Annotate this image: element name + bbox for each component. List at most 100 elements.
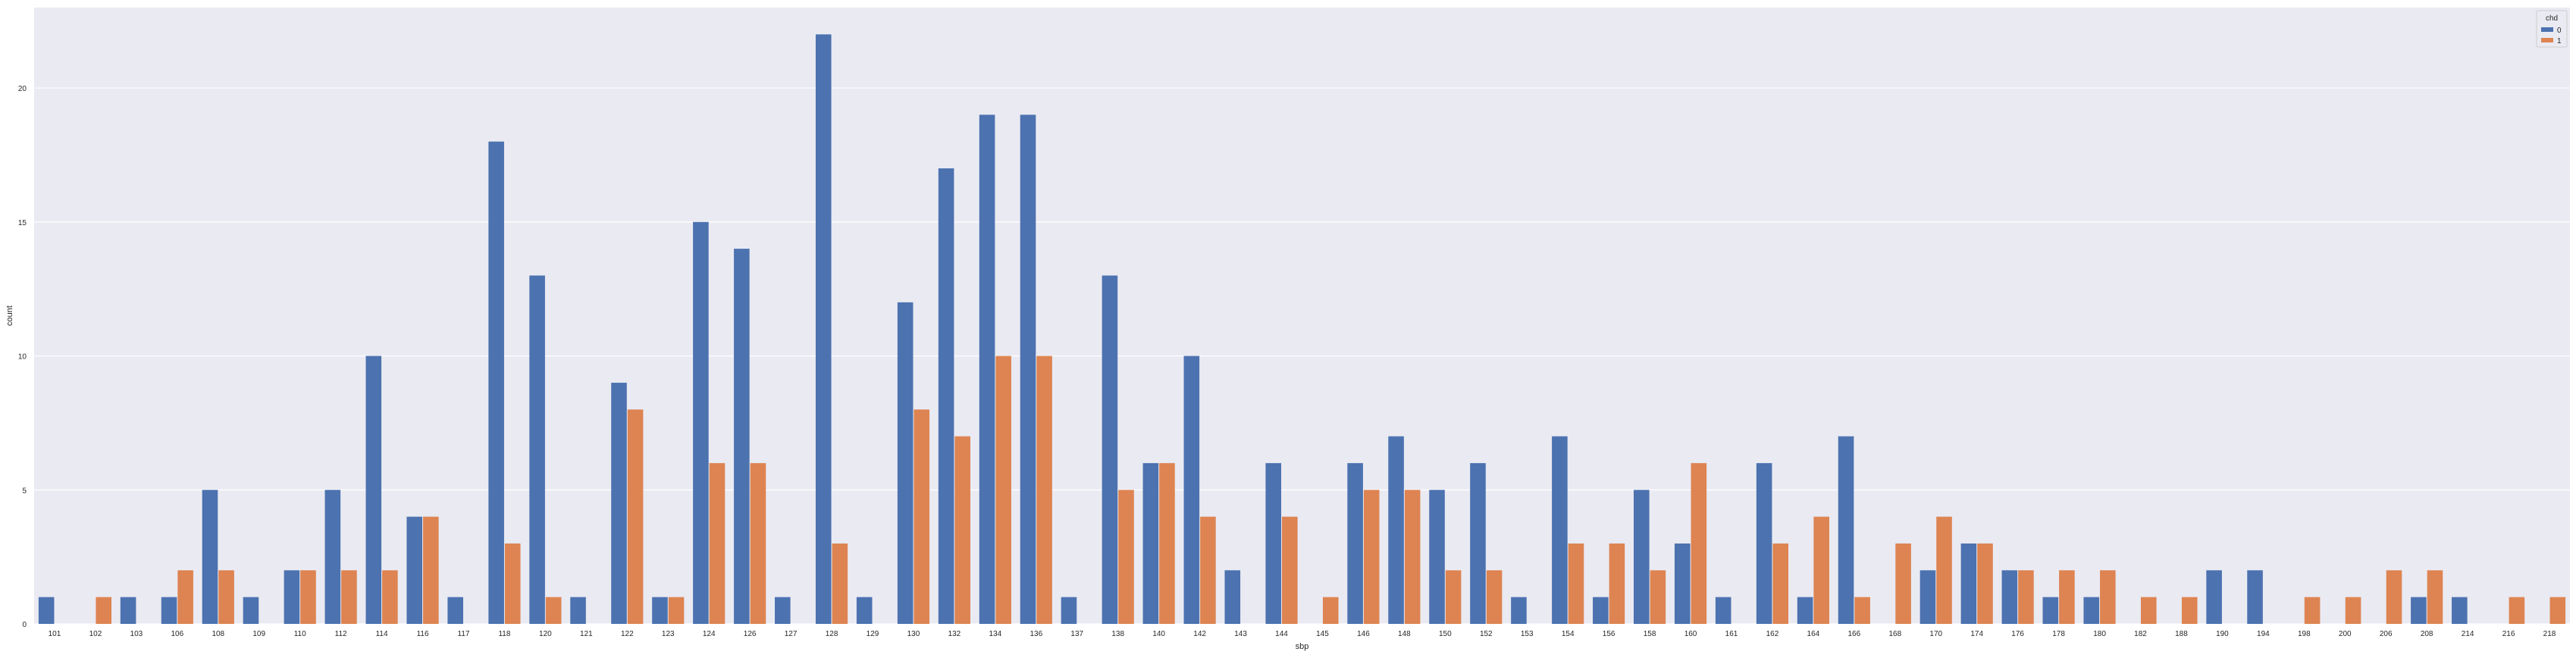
bar	[120, 597, 136, 624]
legend-entries: 01	[2541, 27, 2562, 45]
bar	[627, 409, 644, 624]
x-tick-label: 122	[621, 630, 634, 638]
bar	[1552, 436, 1568, 624]
x-tick-label: 108	[212, 630, 224, 638]
bar	[815, 34, 832, 624]
x-tick-label: 174	[1970, 630, 1983, 638]
x-tick-label: 143	[1234, 630, 1247, 638]
bar	[177, 570, 193, 624]
bar	[382, 570, 398, 624]
bar	[1772, 543, 1789, 624]
x-tick-label: 137	[1070, 630, 1083, 638]
bar	[1854, 597, 1870, 624]
bar	[1118, 490, 1134, 624]
x-tick-label: 216	[2502, 630, 2515, 638]
x-tick-label: 114	[376, 630, 388, 638]
bar	[545, 597, 562, 624]
x-axis-label: sbp	[1296, 642, 1309, 651]
x-tick-label: 161	[1725, 630, 1738, 638]
bar	[2549, 597, 2566, 624]
bar	[1936, 516, 1952, 624]
x-tick-label: 134	[989, 630, 1002, 638]
bar	[447, 597, 463, 624]
bar	[365, 356, 382, 624]
x-tick-label: 118	[498, 630, 510, 638]
bar	[897, 302, 914, 624]
legend-label: 1	[2557, 37, 2562, 45]
bar	[529, 275, 545, 624]
x-tick-label: 110	[294, 630, 306, 638]
x-tick-label: 218	[2543, 630, 2556, 638]
bar	[1593, 597, 1609, 624]
x-tick-label: 140	[1152, 630, 1165, 638]
bar	[2083, 597, 2100, 624]
x-tick-label: 120	[539, 630, 552, 638]
y-tick-label: 20	[18, 85, 27, 93]
x-tick-label: 168	[1888, 630, 1901, 638]
bar	[1650, 570, 1666, 624]
x-tick-label: 180	[2093, 630, 2106, 638]
x-tick-label: 164	[1807, 630, 1820, 638]
x-tick-label: 166	[1848, 630, 1861, 638]
bar	[1061, 597, 1077, 624]
x-tick-labels: 101 102 103 106 108 109 110 112 114 116 117 118 120 1…	[49, 630, 2556, 638]
x-tick-label: 176	[2011, 630, 2024, 638]
x-tick-label: 130	[907, 630, 920, 638]
bar	[1609, 543, 1625, 624]
legend-label: 0	[2557, 27, 2562, 35]
x-tick-label: 138	[1111, 630, 1124, 638]
bar	[2059, 570, 2075, 624]
bar	[2018, 570, 2034, 624]
x-tick-label: 101	[49, 630, 61, 638]
bar	[1797, 597, 1813, 624]
bar	[1568, 543, 1584, 624]
bar	[2042, 597, 2059, 624]
x-tick-label: 126	[744, 630, 757, 638]
x-tick-label: 148	[1398, 630, 1411, 638]
bar	[856, 597, 873, 624]
x-tick-label: 132	[948, 630, 961, 638]
bar	[1756, 462, 1772, 624]
bar	[1691, 462, 1707, 624]
x-tick-label: 106	[171, 630, 183, 638]
bar	[1486, 570, 1503, 624]
bar	[709, 462, 725, 624]
x-tick-label: 170	[1929, 630, 1942, 638]
bar	[2206, 570, 2222, 624]
y-tick-label: 10	[18, 353, 27, 362]
x-tick-label: 200	[2339, 630, 2352, 638]
x-tick-label: 162	[1766, 630, 1779, 638]
bar	[995, 356, 1011, 624]
bars	[38, 34, 2566, 625]
bar	[611, 382, 627, 624]
bar	[1322, 597, 1339, 624]
x-tick-label: 178	[2052, 630, 2065, 638]
bar	[1838, 436, 1854, 624]
x-tick-label: 117	[458, 630, 470, 638]
bar	[2411, 597, 2427, 624]
x-tick-label: 146	[1357, 630, 1370, 638]
bar	[652, 597, 668, 624]
y-tick-label: 5	[22, 487, 27, 495]
bar	[914, 409, 930, 624]
x-tick-label: 182	[2134, 630, 2147, 638]
bar	[1813, 516, 1829, 624]
x-tick-label: 136	[1029, 630, 1042, 638]
bar	[668, 597, 685, 624]
x-tick-label: 121	[580, 630, 593, 638]
bar	[218, 570, 234, 624]
bar	[2181, 597, 2198, 624]
bar	[1347, 462, 1363, 624]
bar	[1674, 543, 1691, 624]
bar	[1183, 356, 1200, 624]
bar	[693, 221, 709, 625]
bar	[2386, 570, 2402, 624]
bar	[1020, 114, 1036, 625]
bar	[2427, 570, 2443, 624]
bar	[341, 570, 357, 624]
bar	[775, 597, 791, 624]
x-tick-label: 102	[89, 630, 102, 638]
x-tick-label: 160	[1684, 630, 1697, 638]
bar	[1919, 570, 1936, 624]
legend: chd 01	[2536, 10, 2568, 48]
